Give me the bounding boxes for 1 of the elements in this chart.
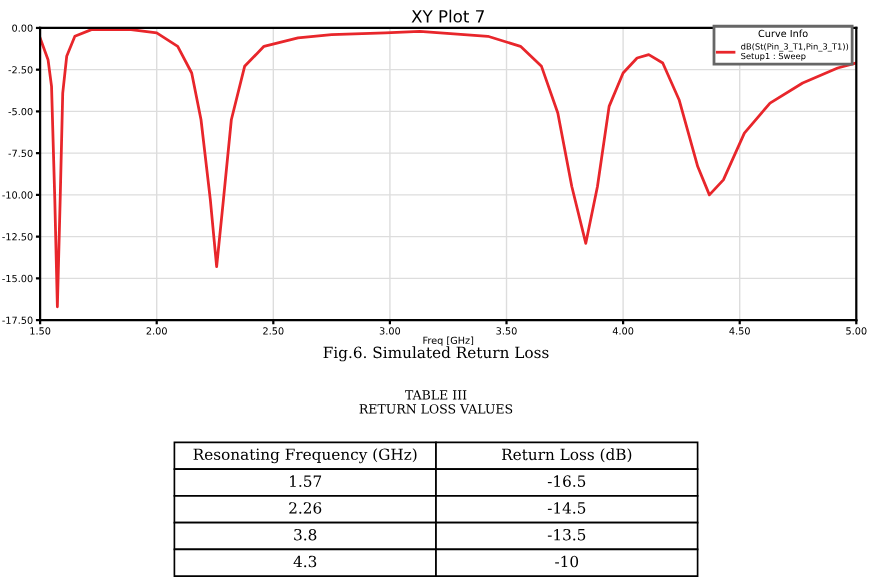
- chart-title: XY Plot 7: [411, 9, 484, 23]
